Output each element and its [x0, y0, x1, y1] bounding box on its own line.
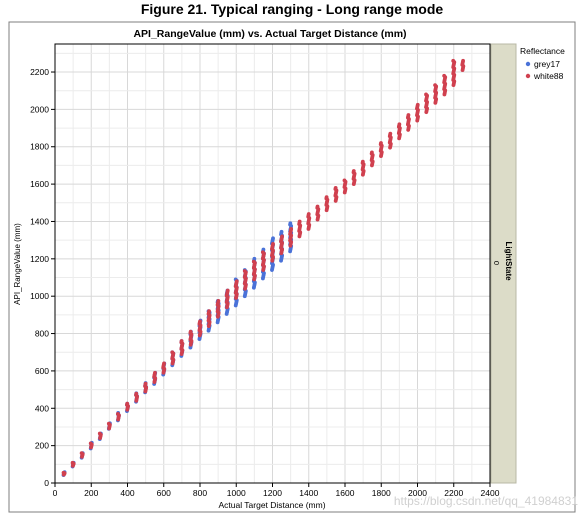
- data-point-white88: [280, 234, 285, 239]
- data-point-white88: [289, 227, 294, 231]
- data-point-white88: [225, 288, 230, 293]
- x-tick-label: 2200: [444, 488, 463, 498]
- y-tick-label: 1600: [30, 179, 49, 189]
- data-point-white88: [379, 141, 383, 145]
- data-point-white88: [88, 441, 93, 446]
- x-tick-label: 1400: [299, 488, 318, 498]
- data-point-white88: [61, 470, 66, 475]
- x-tick-label: 1000: [227, 488, 246, 498]
- data-point-white88: [115, 411, 120, 416]
- data-point-white88: [134, 391, 139, 396]
- data-point-white88: [153, 370, 157, 375]
- legend-label-white88: white88: [533, 71, 564, 81]
- plot-border: [54, 43, 491, 484]
- y-tick-label: 2000: [30, 104, 49, 114]
- y-tick-label: 1200: [30, 254, 49, 264]
- data-point-white88: [360, 159, 365, 164]
- data-point-white88: [351, 169, 356, 173]
- y-tick-label: 200: [35, 441, 49, 451]
- data-point-white88: [388, 131, 393, 136]
- data-point-white88: [125, 401, 130, 406]
- legend-title: Reflectance: [520, 46, 565, 56]
- data-points: [61, 58, 466, 478]
- data-point-white88: [442, 73, 447, 78]
- y-axis-label: API_RangeValue (mm): [13, 223, 22, 305]
- x-tick-label: 600: [157, 488, 171, 498]
- data-point-white88: [306, 212, 311, 216]
- facet-value: 0: [492, 261, 501, 265]
- legend-marker-white88: [525, 73, 531, 79]
- data-point-white88: [251, 259, 256, 264]
- x-tick-label: 800: [193, 488, 207, 498]
- data-point-white88: [106, 421, 111, 426]
- data-point-grey17: [271, 236, 275, 241]
- x-tick-label: 0: [53, 488, 58, 498]
- x-tick-label: 200: [84, 488, 98, 498]
- data-point-white88: [297, 219, 302, 224]
- data-point-white88: [397, 122, 402, 127]
- data-point-white88: [271, 241, 275, 246]
- data-point-white88: [70, 460, 75, 465]
- data-point-white88: [315, 204, 320, 209]
- x-tick-label: 2000: [408, 488, 427, 498]
- x-axis-ticks: 0 200 400 600 800 1000 1200 1400 1600 1800 2000 220…: [53, 483, 500, 498]
- x-tick-label: 1200: [263, 488, 282, 498]
- data-point-white88: [198, 319, 202, 324]
- y-tick-label: 2200: [30, 67, 49, 77]
- data-point-white88: [370, 150, 374, 155]
- data-point-white88: [216, 298, 221, 303]
- data-point-white88: [461, 58, 465, 63]
- data-point-white88: [207, 309, 211, 314]
- data-point-white88: [342, 178, 347, 183]
- y-tick-label: 800: [35, 329, 49, 339]
- watermark: https://blog.csdn.net/qq_41984831: [394, 494, 578, 508]
- chart-title: API_RangeValue (mm) vs. Actual Target Di…: [133, 28, 406, 40]
- x-tick-label: 1600: [336, 488, 355, 498]
- data-point-white88: [188, 329, 193, 334]
- data-point-white88: [451, 58, 456, 63]
- legend-label-grey17: grey17: [534, 59, 560, 69]
- data-point-white88: [170, 350, 175, 355]
- data-point-white88: [162, 361, 166, 366]
- y-tick-label: 400: [35, 403, 49, 413]
- facet-label: LightState: [504, 241, 513, 281]
- facet-strip: [490, 43, 517, 484]
- x-tick-label: 400: [120, 488, 134, 498]
- y-tick-label: 1400: [30, 216, 49, 226]
- x-axis-label: Actual Target Distance (mm): [218, 500, 325, 510]
- y-axis-ticks: 0 200 400 600 800 1000 1200 1400 1600 1800 2000 220…: [30, 67, 55, 488]
- figure-title: Figure 21. Typical ranging - Long range …: [141, 1, 444, 17]
- data-point-grey17: [279, 229, 284, 234]
- y-tick-label: 1000: [30, 291, 49, 301]
- y-tick-label: 0: [44, 478, 49, 488]
- data-point-white88: [242, 269, 247, 273]
- data-point-white88: [143, 381, 148, 386]
- data-point-white88: [79, 451, 84, 456]
- data-point-white88: [433, 83, 437, 87]
- data-point-white88: [260, 250, 265, 255]
- data-point-grey17: [288, 221, 293, 226]
- data-point-white88: [97, 431, 102, 436]
- legend-items: grey17 white88: [525, 59, 564, 81]
- data-point-white88: [424, 92, 428, 97]
- data-point-white88: [415, 102, 420, 107]
- x-tick-label: 1800: [372, 488, 391, 498]
- data-point-white88: [333, 185, 338, 190]
- x-tick-label: 2400: [481, 488, 500, 498]
- y-tick-label: 600: [35, 366, 49, 376]
- legend: Reflectance grey17 white88: [520, 46, 565, 81]
- data-point-white88: [179, 339, 184, 343]
- data-point-white88: [234, 279, 239, 284]
- y-tick-label: 1800: [30, 142, 49, 152]
- data-point-white88: [406, 113, 411, 117]
- data-point-white88: [324, 195, 329, 200]
- legend-marker-grey17: [525, 61, 531, 67]
- series-white88: [61, 58, 466, 477]
